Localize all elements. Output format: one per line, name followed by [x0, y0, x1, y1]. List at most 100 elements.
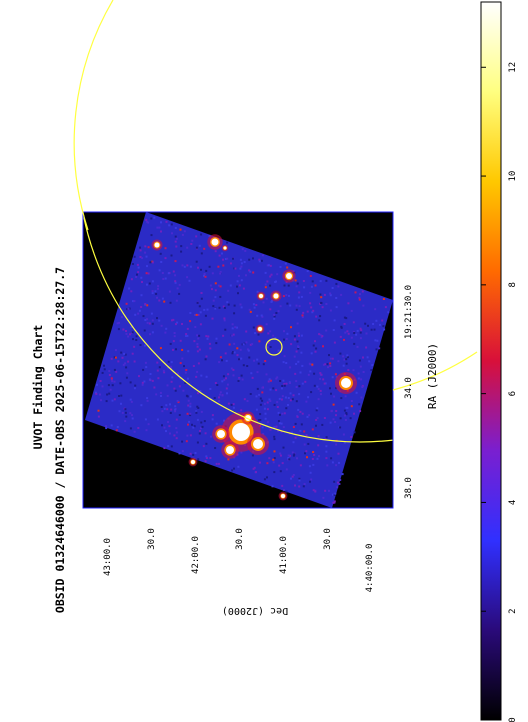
noise-pixel	[159, 391, 162, 394]
noise-pixel	[227, 458, 230, 461]
noise-pixel	[314, 284, 317, 287]
noise-pixel	[168, 290, 171, 293]
noise-pixel	[298, 385, 301, 388]
noise-pixel	[178, 452, 181, 455]
noise-pixel	[114, 349, 117, 352]
noise-pixel	[118, 321, 120, 324]
noise-pixel	[306, 415, 309, 418]
noise-pixel	[178, 385, 181, 388]
noise-pixel	[147, 423, 150, 426]
star-core	[286, 273, 292, 279]
noise-pixel	[264, 271, 267, 274]
noise-pixel	[214, 307, 217, 310]
noise-pixel	[171, 319, 173, 322]
noise-pixel	[248, 356, 251, 359]
noise-pixel	[214, 289, 217, 292]
noise-pixel	[160, 221, 162, 224]
noise-pixel	[114, 356, 117, 359]
noise-pixel	[186, 327, 189, 330]
noise-pixel	[225, 387, 228, 390]
noise-pixel	[159, 347, 162, 350]
noise-pixel	[286, 302, 289, 305]
noise-pixel	[246, 348, 249, 351]
noise-pixel	[367, 324, 369, 327]
noise-pixel	[181, 233, 184, 236]
noise-pixel	[325, 329, 328, 332]
noise-pixel	[268, 398, 271, 401]
noise-pixel	[353, 342, 356, 345]
noise-pixel	[198, 348, 201, 351]
noise-pixel	[293, 355, 296, 358]
noise-pixel	[227, 373, 230, 376]
noise-pixel	[116, 426, 119, 428]
noise-pixel	[175, 427, 178, 430]
noise-pixel	[266, 280, 269, 283]
noise-pixel	[198, 432, 201, 435]
noise-pixel	[261, 254, 264, 257]
noise-pixel	[258, 260, 261, 263]
noise-pixel	[343, 358, 346, 361]
noise-pixel	[310, 478, 313, 481]
noise-pixel	[262, 363, 265, 366]
noise-pixel	[291, 451, 294, 454]
noise-pixel	[175, 348, 177, 351]
noise-pixel	[275, 425, 278, 428]
noise-pixel	[113, 356, 116, 359]
noise-pixel	[117, 360, 120, 363]
noise-pixel	[283, 330, 285, 333]
noise-pixel	[116, 322, 119, 325]
noise-pixel	[307, 442, 310, 445]
noise-pixel	[105, 400, 108, 403]
noise-pixel	[130, 278, 133, 281]
noise-pixel	[327, 366, 329, 369]
noise-pixel	[234, 326, 237, 329]
noise-pixel	[299, 464, 302, 467]
noise-pixel	[341, 473, 344, 476]
noise-pixel	[218, 393, 221, 396]
noise-pixel	[356, 345, 359, 348]
noise-pixel	[232, 368, 235, 371]
noise-pixel	[283, 355, 286, 358]
noise-pixel	[303, 443, 306, 446]
noise-pixel	[194, 452, 197, 454]
noise-pixel	[195, 411, 198, 414]
noise-pixel	[197, 362, 200, 365]
noise-pixel	[95, 392, 98, 395]
noise-pixel	[331, 493, 334, 496]
noise-pixel	[189, 265, 192, 268]
noise-pixel	[248, 258, 251, 261]
noise-pixel	[240, 451, 243, 454]
noise-pixel	[147, 272, 150, 275]
noise-pixel	[127, 360, 130, 363]
noise-pixel	[223, 306, 226, 309]
noise-pixel	[189, 414, 192, 417]
noise-pixel	[172, 270, 175, 273]
noise-pixel	[238, 274, 240, 277]
noise-pixel	[292, 474, 295, 476]
noise-pixel	[264, 412, 267, 415]
noise-pixel	[180, 250, 183, 253]
noise-pixel	[240, 279, 243, 282]
noise-pixel	[185, 369, 188, 371]
noise-pixel	[279, 452, 282, 455]
noise-pixel	[295, 308, 298, 311]
noise-pixel	[371, 364, 374, 367]
noise-pixel	[204, 460, 207, 463]
noise-pixel	[285, 294, 288, 297]
noise-pixel	[276, 273, 279, 276]
noise-pixel	[164, 247, 167, 250]
noise-pixel	[186, 264, 189, 267]
noise-pixel	[355, 333, 358, 336]
colorbar-tick-label: 4	[508, 500, 518, 505]
noise-pixel	[310, 306, 313, 309]
error-circle-outer-arc-2	[392, 351, 478, 391]
noise-pixel	[183, 365, 185, 368]
noise-pixel	[343, 338, 345, 341]
noise-pixel	[139, 246, 141, 249]
noise-pixel	[151, 280, 154, 283]
noise-pixel	[333, 341, 336, 344]
noise-pixel	[335, 443, 338, 446]
noise-pixel	[133, 255, 136, 258]
noise-pixel	[153, 216, 156, 219]
noise-pixel	[256, 314, 259, 317]
